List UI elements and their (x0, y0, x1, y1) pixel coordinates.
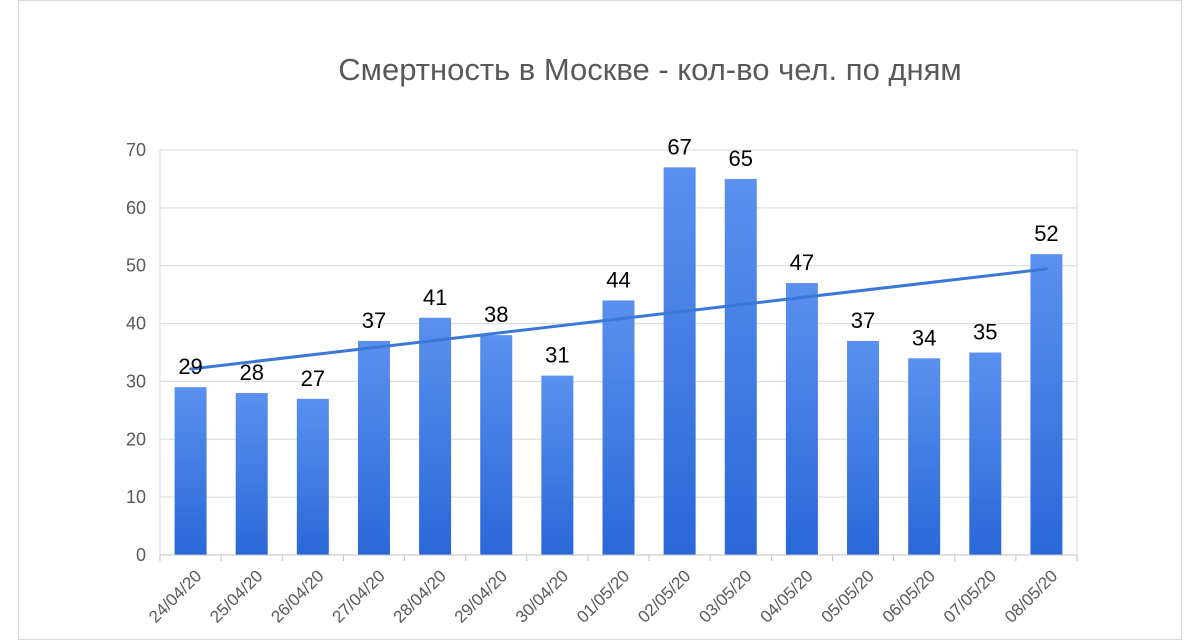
data-label: 31 (545, 343, 569, 368)
bar (480, 335, 513, 555)
x-tick-label: 29/04/20 (451, 566, 511, 626)
bar (724, 178, 757, 555)
data-label: 67 (667, 134, 691, 159)
data-label: 29 (178, 354, 202, 379)
data-labels: 29 28 27 37 41 38 31 44 67 65 47 37 34 35 52 (178, 134, 1058, 390)
data-label: 44 (606, 267, 630, 292)
x-tick-label: 08/05/20 (1001, 566, 1061, 626)
trendline-line (189, 267, 1048, 371)
x-axis: 24/04/20 25/04/20 26/04/20 27/04/20 28/04/20… (145, 554, 1078, 627)
y-tick-label: 60 (126, 198, 146, 218)
y-tick-label: 0 (136, 545, 146, 565)
bar (357, 340, 390, 555)
x-tick-label: 03/05/20 (695, 566, 755, 626)
x-tick-label: 25/04/20 (206, 566, 266, 626)
data-label: 38 (484, 302, 508, 327)
data-label: 27 (301, 366, 325, 391)
data-label: 47 (790, 250, 814, 275)
x-tick-label: 02/05/20 (634, 566, 694, 626)
y-tick-label: 10 (126, 487, 146, 507)
x-tick-label: 27/04/20 (329, 566, 389, 626)
bar (847, 340, 880, 555)
x-tick-label: 28/04/20 (390, 566, 450, 626)
bar (541, 375, 574, 555)
y-tick-label: 50 (126, 256, 146, 276)
x-tick-label: 30/04/20 (512, 566, 572, 626)
y-tick-label: 30 (126, 371, 146, 391)
chart-title: Смертность в Москве - кол-во чел. по дня… (338, 52, 962, 87)
y-tick-label: 20 (126, 429, 146, 449)
y-axis: 0 10 20 30 40 50 60 70 (126, 140, 1078, 565)
data-label: 35 (973, 320, 997, 345)
data-label: 37 (362, 308, 386, 333)
bar (174, 387, 207, 555)
bar (969, 352, 1002, 555)
y-tick-label: 70 (126, 140, 146, 160)
bar (1030, 254, 1063, 555)
bar (908, 358, 941, 555)
trendline (189, 267, 1048, 371)
bar (419, 317, 452, 555)
x-tick-label: 26/04/20 (267, 566, 327, 626)
data-label: 34 (912, 325, 936, 350)
x-tick-label: 05/05/20 (818, 566, 878, 626)
data-label: 52 (1034, 221, 1058, 246)
data-label: 65 (729, 146, 753, 171)
x-tick-label: 07/05/20 (940, 566, 1000, 626)
bar (663, 167, 696, 555)
data-label: 41 (423, 285, 447, 310)
x-tick-label: 06/05/20 (879, 566, 939, 626)
bar (296, 398, 329, 555)
x-tick-label: 24/04/20 (145, 566, 205, 626)
bar (602, 300, 635, 555)
data-label: 37 (851, 308, 875, 333)
bars (174, 167, 1063, 555)
bar (235, 393, 268, 555)
x-tick-label: 01/05/20 (573, 566, 633, 626)
y-tick-label: 40 (126, 314, 146, 334)
x-tick-label: 04/05/20 (756, 566, 816, 626)
bar (785, 283, 818, 555)
data-label: 28 (239, 360, 263, 385)
